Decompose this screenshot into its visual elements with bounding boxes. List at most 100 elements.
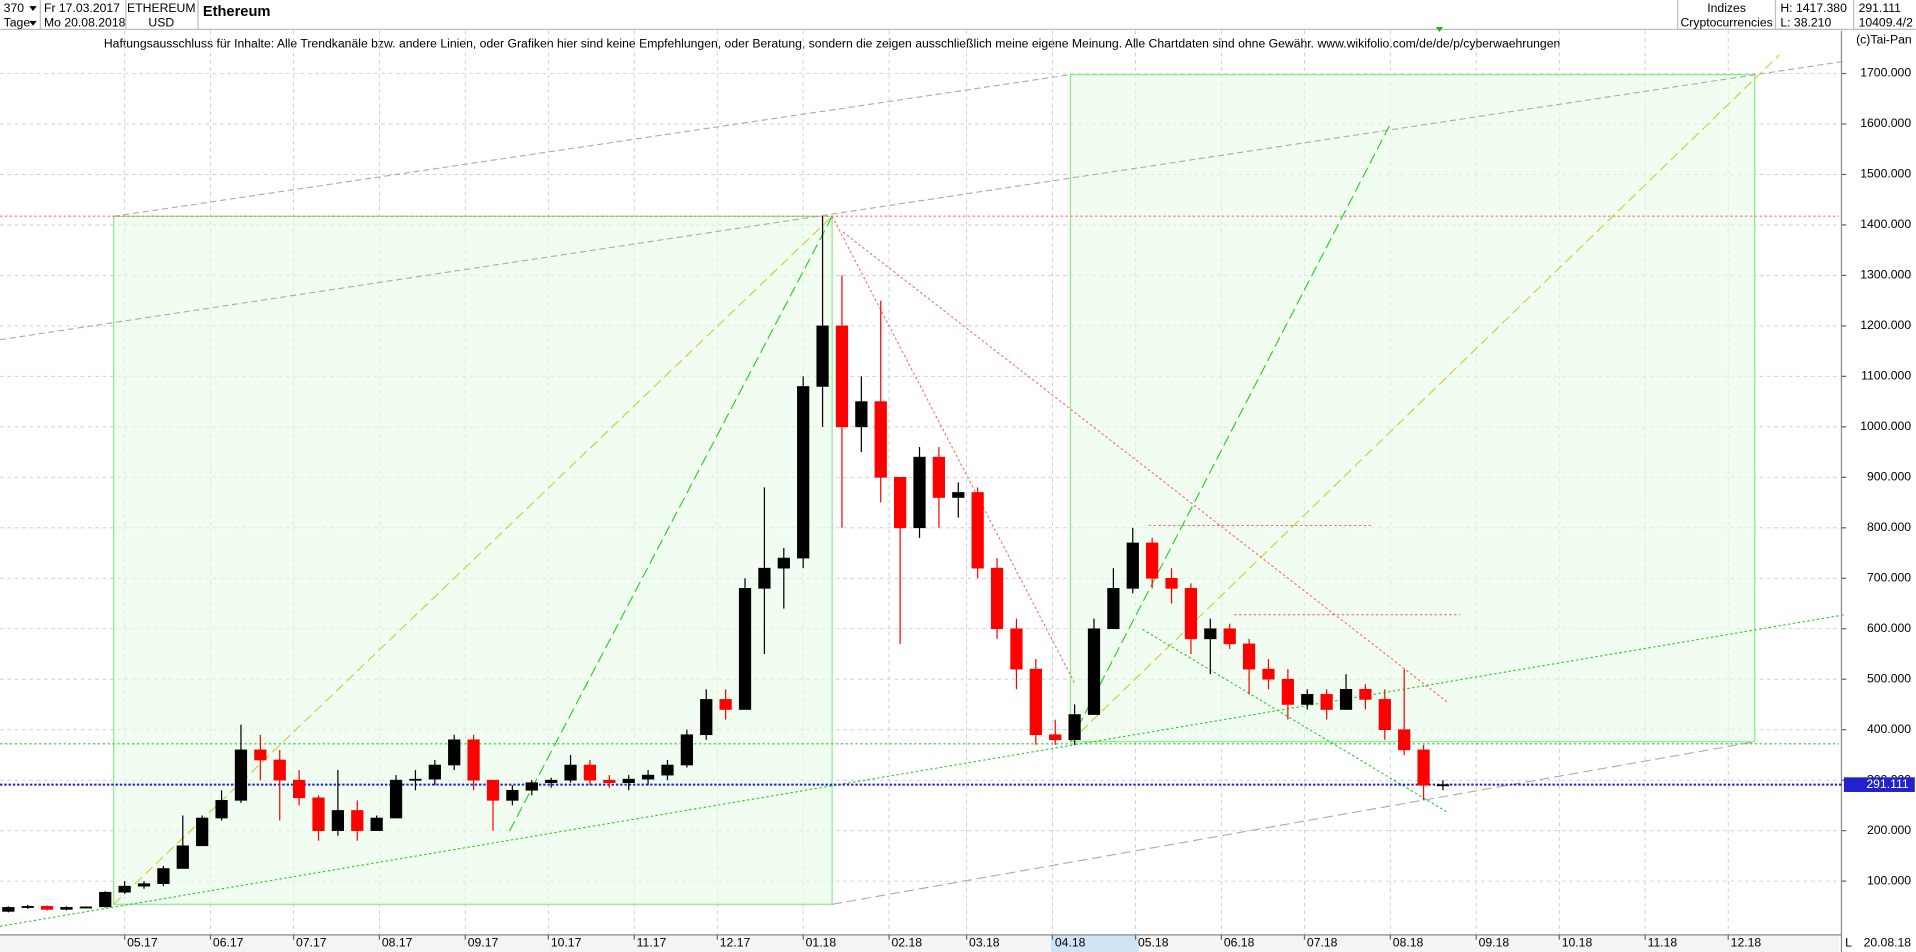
x-tick-label: 08.17	[382, 936, 413, 950]
candle-body	[1204, 628, 1217, 640]
candle-body	[370, 817, 383, 831]
last-price: 291.111	[1859, 1, 1902, 15]
candle-body	[1126, 542, 1139, 589]
trend-line	[832, 741, 1755, 905]
candle-body	[2, 907, 15, 912]
candle-body	[874, 401, 887, 478]
candle-body	[661, 764, 674, 776]
candle-body	[137, 883, 151, 887]
low: L: 38.210	[1780, 15, 1831, 29]
y-tick-label: 400.000	[1867, 722, 1911, 736]
x-tick-label: 05.17	[127, 936, 158, 950]
candle-body	[1165, 577, 1178, 589]
candle-body	[506, 789, 519, 801]
x-tick-label: 07.17	[296, 936, 327, 950]
x-tick-label: 12.17	[720, 936, 751, 950]
trend-line	[509, 216, 833, 832]
x-tick-label: 03.18	[969, 936, 1000, 950]
trend-line	[0, 60, 1846, 341]
candle-body	[1320, 694, 1333, 710]
x-tick-label: 06.17	[213, 936, 244, 950]
candle-body	[273, 759, 286, 781]
group: Indizes	[1707, 1, 1746, 15]
candle-body	[719, 699, 732, 710]
y-tick-label: 200.000	[1867, 823, 1911, 837]
scale-mode[interactable]: L	[1845, 936, 1852, 950]
x-tick-label: 04.18	[1055, 936, 1086, 950]
copyright: (c)Tai-Pan	[1856, 33, 1912, 47]
category: Cryptocurrencies	[1680, 15, 1772, 29]
candle-body	[855, 401, 868, 428]
y-tick-label: 1100.000	[1861, 369, 1911, 383]
candle-body	[351, 810, 364, 831]
candle-body	[545, 779, 558, 783]
candle-body	[1087, 628, 1101, 715]
candle-body	[215, 800, 228, 819]
candle-body	[777, 557, 790, 569]
period[interactable]: 370	[4, 1, 25, 15]
current-price-tag	[1843, 777, 1915, 792]
candle-body	[40, 906, 54, 910]
candle-body	[428, 764, 441, 780]
unit[interactable]: Tage	[4, 15, 31, 29]
candle-body	[913, 456, 926, 529]
candle-body	[1242, 643, 1256, 670]
x-tick-label: 11.18	[1648, 936, 1678, 950]
candle-body	[1184, 588, 1198, 640]
last-date: 20.08.18	[1864, 936, 1912, 950]
candle-body	[1223, 628, 1236, 645]
candle-body	[932, 456, 946, 498]
y-tick-label: 1200.000	[1860, 318, 1911, 332]
highlight	[1050, 934, 1139, 952]
x-tick-label: 11.17	[637, 936, 667, 950]
candle-body	[312, 797, 325, 831]
candle-body	[680, 734, 693, 766]
candle-body	[758, 567, 771, 589]
x-tick-label: 09.17	[468, 936, 499, 950]
candle-body	[331, 810, 345, 831]
x-tick-label: 10.17	[551, 936, 582, 950]
y-tick-label: 1600.000	[1860, 116, 1911, 130]
candle-body	[971, 492, 984, 569]
y-tick-label: 1300.000	[1860, 268, 1911, 282]
trend-line	[1069, 125, 1390, 743]
trend-line	[0, 614, 1846, 927]
candle-body	[583, 764, 597, 781]
dropdown-arrow[interactable]	[29, 6, 37, 12]
candle-body	[254, 749, 267, 761]
candle-body	[486, 779, 500, 801]
candle-body	[234, 749, 248, 801]
candle-body	[816, 325, 829, 387]
candle-body	[60, 907, 73, 910]
trend-line	[113, 74, 1071, 217]
instrument-name: Ethereum	[203, 4, 271, 20]
candle-body	[990, 567, 1004, 630]
y-tick-label: 700.000	[1867, 570, 1911, 584]
candle-body	[292, 779, 306, 799]
y-tick-label: 1500.000	[1860, 167, 1911, 181]
candle-body	[835, 325, 849, 428]
x-tick-label: 06.18	[1224, 936, 1255, 950]
marker	[1435, 26, 1444, 32]
candle-body	[603, 779, 616, 783]
candle-body	[525, 782, 538, 791]
dropdown-arrow[interactable]	[29, 20, 37, 26]
drawings	[0, 54, 1846, 927]
box	[1069, 73, 1756, 743]
y-tick-label: 100.000	[1867, 873, 1911, 887]
candle-body	[467, 739, 480, 781]
candle-body	[1378, 699, 1391, 730]
candle-body	[79, 906, 92, 909]
x-tick-label: 09.18	[1479, 936, 1510, 950]
x-tick-label: 12.18	[1731, 936, 1762, 950]
y-tick-label: 500.000	[1867, 671, 1911, 685]
candle-body	[118, 885, 131, 893]
currency: USD	[148, 15, 174, 29]
candle-body	[21, 906, 34, 908]
candle-body	[448, 739, 461, 766]
candle-body	[641, 774, 655, 780]
candle-body	[1010, 628, 1023, 670]
candle-body	[1068, 714, 1081, 741]
x-tick-label: 10.18	[1562, 936, 1593, 950]
